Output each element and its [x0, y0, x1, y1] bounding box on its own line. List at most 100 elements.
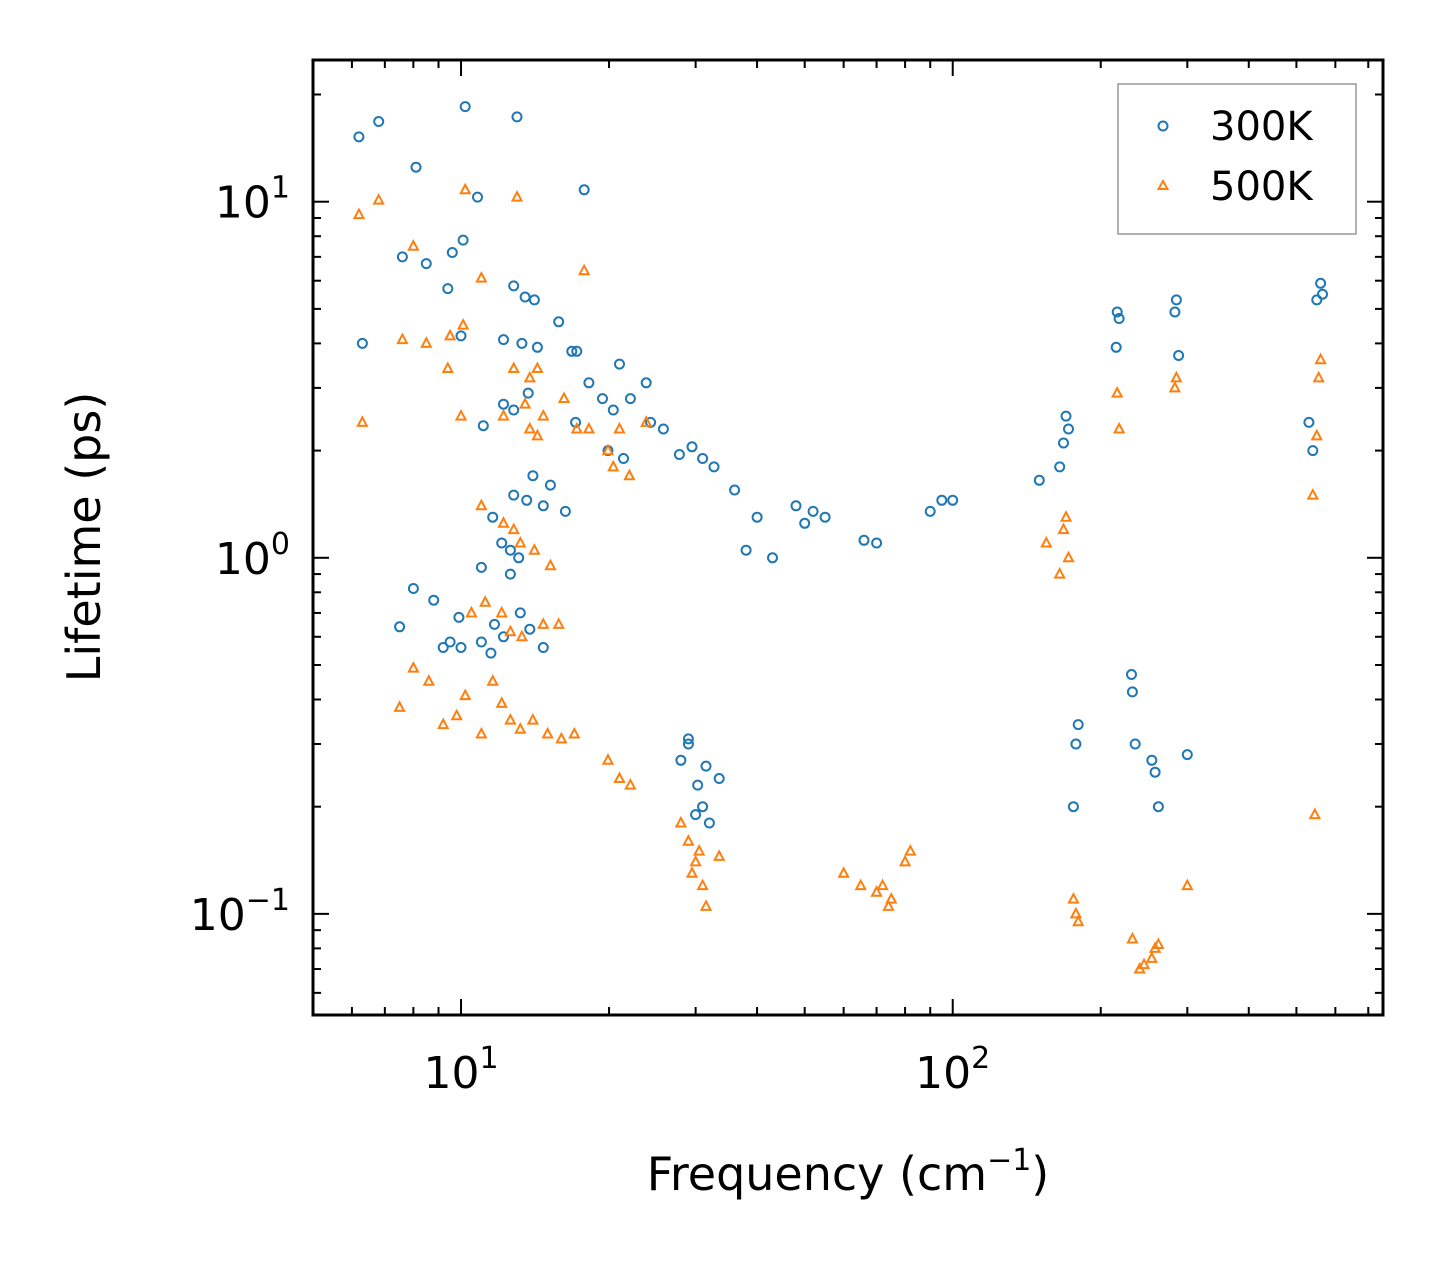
point-500k-59 — [613, 771, 626, 783]
point-500k-89 — [1137, 957, 1151, 970]
point-500k-70 — [854, 878, 867, 891]
point-300k-59 — [489, 618, 500, 630]
point-300k-20 — [455, 330, 467, 342]
point-300k-105 — [1149, 766, 1161, 778]
point-500k-77 — [1053, 566, 1066, 579]
point-300k-34 — [657, 423, 669, 435]
point-500k-74 — [898, 854, 912, 867]
point-500k-55 — [541, 726, 554, 739]
point-300k-112 — [1317, 288, 1328, 300]
point-500k-9 — [420, 336, 433, 348]
point-500k-53 — [514, 722, 527, 734]
point-500k-23 — [640, 415, 653, 427]
point-300k-82 — [858, 534, 870, 546]
point-500k-36 — [465, 605, 478, 618]
point-300k-9 — [396, 251, 408, 263]
point-300k-6 — [578, 184, 590, 196]
point-300k-38 — [697, 453, 709, 464]
point-500k-46 — [437, 717, 450, 730]
point-300k-13 — [508, 280, 520, 292]
point-300k-21 — [571, 345, 583, 357]
point-500k-79 — [1057, 522, 1070, 535]
point-300k-62 — [407, 583, 419, 594]
point-500k-84 — [1067, 891, 1080, 904]
point-300k-95 — [1072, 719, 1084, 731]
point-300k-41 — [618, 453, 629, 464]
legend: 300K 500K — [1117, 83, 1357, 235]
point-300k-51 — [513, 552, 525, 564]
point-500k-20 — [557, 391, 571, 404]
point-500k-100 — [1308, 807, 1321, 820]
point-300k-90 — [1054, 461, 1066, 473]
point-500k-14 — [523, 370, 536, 383]
point-300k-86 — [819, 511, 831, 523]
point-300k-65 — [437, 642, 449, 653]
point-500k-19 — [537, 408, 550, 421]
point-300k-75 — [703, 817, 715, 829]
point-300k-0 — [353, 131, 365, 143]
y-tick-label-0: 101 — [215, 171, 290, 229]
point-300k-49 — [496, 537, 508, 549]
point-500k-27 — [531, 428, 544, 441]
point-300k-57 — [504, 568, 516, 580]
point-300k-50 — [504, 544, 516, 556]
point-500k-52 — [504, 713, 517, 725]
point-300k-37 — [673, 449, 685, 460]
point-300k-85 — [947, 494, 959, 506]
point-500k-68 — [692, 844, 706, 856]
point-300k-26 — [522, 387, 534, 399]
point-500k-18 — [518, 397, 532, 409]
point-300k-77 — [675, 754, 687, 766]
point-500k-80 — [1040, 535, 1053, 548]
point-300k-8 — [457, 234, 469, 246]
point-300k-81 — [871, 537, 883, 549]
point-300k-72 — [682, 738, 694, 750]
point-300k-55 — [767, 552, 778, 564]
point-500k-50 — [486, 674, 499, 686]
point-500k-45 — [422, 674, 435, 686]
point-500k-96 — [1314, 352, 1327, 365]
point-500k-72 — [885, 891, 898, 904]
point-300k-70 — [485, 647, 497, 659]
point-300k-110 — [1181, 749, 1193, 761]
point-500k-25 — [601, 443, 615, 456]
point-500k-47 — [450, 708, 463, 721]
point-500k-40 — [515, 629, 529, 642]
point-500k-41 — [537, 617, 550, 629]
point-500k-22 — [613, 421, 626, 434]
point-500k-2 — [459, 182, 472, 195]
point-300k-43 — [544, 479, 556, 491]
point-500k-62 — [682, 834, 695, 846]
point-500k-56 — [555, 731, 568, 744]
point-300k-28 — [508, 404, 520, 416]
point-500k-3 — [510, 189, 524, 202]
point-300k-80 — [700, 760, 712, 772]
point-300k-7 — [446, 247, 458, 258]
point-300k-30 — [597, 393, 608, 405]
point-300k-94 — [1033, 474, 1045, 486]
point-300k-103 — [1129, 738, 1141, 750]
legend-box — [1117, 83, 1357, 235]
point-500k-97 — [1312, 370, 1325, 383]
point-500k-94 — [1168, 380, 1182, 393]
point-500k-31 — [497, 516, 510, 528]
point-500k-34 — [528, 543, 541, 555]
point-500k-95 — [1181, 878, 1194, 891]
point-500k-83 — [1072, 914, 1085, 927]
point-300k-99 — [1113, 313, 1125, 324]
x-tick-label-0: 101 — [423, 1041, 498, 1099]
legend-label-300k: 300K — [1210, 104, 1314, 150]
point-500k-4 — [407, 239, 420, 251]
point-300k-102 — [1126, 686, 1138, 698]
point-500k-81 — [1062, 550, 1075, 563]
point-300k-71 — [537, 642, 549, 653]
point-500k-63 — [689, 854, 702, 867]
point-500k-61 — [674, 815, 688, 828]
point-300k-5 — [472, 191, 483, 203]
point-300k-60 — [498, 631, 509, 643]
point-300k-78 — [692, 779, 704, 791]
point-500k-86 — [1112, 421, 1126, 434]
point-500k-24 — [570, 421, 583, 434]
point-300k-24 — [614, 358, 625, 370]
point-500k-15 — [531, 361, 544, 374]
